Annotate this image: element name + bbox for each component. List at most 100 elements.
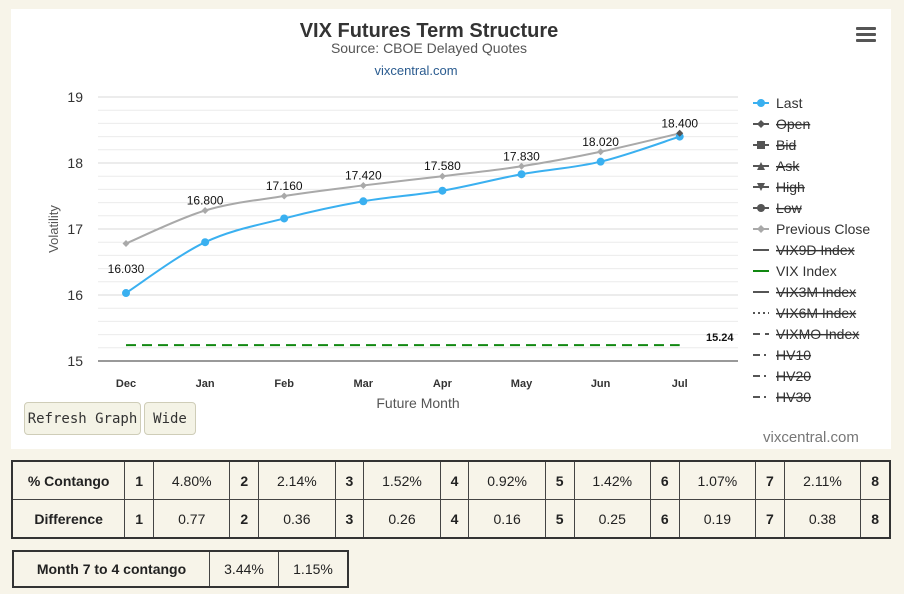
chart-panel: VIX Futures Term Structure Source: CBOE D… bbox=[11, 9, 891, 449]
legend-item[interactable]: Ask bbox=[753, 158, 800, 174]
contango-value: 2.14% bbox=[258, 460, 336, 500]
chart-menu-icon[interactable] bbox=[856, 27, 876, 43]
previous-close-point bbox=[438, 172, 446, 180]
legend-item[interactable]: VIX6M Index bbox=[753, 305, 856, 321]
x-tick-label: Feb bbox=[274, 378, 294, 390]
x-tick-label: Apr bbox=[433, 378, 453, 390]
contango-month-index: 8 bbox=[860, 499, 891, 539]
last-point bbox=[280, 214, 289, 223]
legend-circle-marker bbox=[757, 204, 765, 212]
legend-triangle-marker bbox=[757, 162, 765, 170]
last-point bbox=[517, 170, 526, 179]
legend-item[interactable]: HV30 bbox=[753, 389, 811, 405]
legend-item[interactable]: VIX3M Index bbox=[753, 284, 856, 300]
contango-value: 4.80% bbox=[153, 460, 231, 500]
last-point bbox=[359, 197, 368, 206]
previous-close-point bbox=[518, 162, 525, 170]
contango-month-index: 7 bbox=[755, 499, 785, 539]
last-data-label: 16.030 bbox=[108, 262, 145, 276]
contango-month-index: 2 bbox=[229, 499, 260, 539]
last-data-label: 17.160 bbox=[266, 179, 303, 193]
last-data-label: 18.020 bbox=[582, 135, 619, 149]
legend-item[interactable]: HV10 bbox=[753, 347, 811, 363]
legend-diamond-marker bbox=[757, 120, 765, 128]
contango-value: 0.19 bbox=[678, 499, 757, 539]
legend-item[interactable]: Last bbox=[753, 95, 803, 111]
contango-month-index: 3 bbox=[334, 460, 365, 500]
legend-circle-marker bbox=[757, 99, 765, 107]
chart-site-credit: vixcentral.com bbox=[374, 63, 457, 78]
previous-close-point bbox=[359, 181, 367, 189]
last-data-label: 18.400 bbox=[661, 116, 698, 130]
last-point bbox=[122, 289, 130, 298]
previous-close-point bbox=[122, 240, 130, 248]
last-data-label: 17.830 bbox=[503, 149, 540, 163]
contango-month-index: 7 bbox=[755, 460, 785, 500]
last-line bbox=[125, 135, 681, 294]
legend-item[interactable]: VIXMO Index bbox=[753, 326, 859, 342]
contango-value: 0.16 bbox=[468, 499, 546, 539]
x-axis-label: Future Month bbox=[376, 395, 459, 411]
contango-row: Difference 1 0.77 2 0.36 3 0.26 4 0.16 5 0.25 6 0.19… bbox=[11, 499, 891, 539]
wide-button[interactable]: Wide bbox=[144, 402, 196, 435]
contango-month-index: 3 bbox=[334, 499, 365, 539]
legend-label: Previous Close bbox=[776, 221, 870, 237]
legend-label: HV30 bbox=[776, 389, 811, 405]
last-point bbox=[201, 238, 210, 247]
x-tick-label: Jun bbox=[591, 378, 611, 390]
previous-close-point bbox=[280, 192, 288, 200]
x-tick-label: Mar bbox=[354, 378, 374, 390]
legend-item[interactable]: High bbox=[753, 179, 805, 195]
month-7-to-4-table: Month 7 to 4 contango 3.44% 1.15% bbox=[12, 550, 349, 588]
contango-month-index: 5 bbox=[544, 460, 575, 500]
legend-diamond-marker bbox=[757, 225, 765, 233]
y-axis-label: Volatility bbox=[46, 205, 61, 253]
contango-row: % Contango 1 4.80% 2 2.14% 3 1.52% 4 0.92% 5 1.42%… bbox=[11, 460, 891, 500]
contango-value: 0.26 bbox=[363, 499, 441, 539]
legend-item[interactable]: VIX Index bbox=[753, 263, 837, 279]
legend-label: VIX Index bbox=[776, 263, 837, 279]
x-tick-label: Jan bbox=[196, 378, 215, 390]
contango-value: 0.92% bbox=[468, 460, 546, 500]
chart-subtitle: Source: CBOE Delayed Quotes bbox=[331, 40, 527, 56]
month74-value-1: 3.44% bbox=[209, 550, 279, 588]
previous-close-point bbox=[201, 207, 209, 215]
contango-month-index: 1 bbox=[124, 460, 155, 500]
legend-item[interactable]: Bid bbox=[753, 137, 796, 153]
vix-index-end-label: 15.24 bbox=[706, 332, 734, 344]
contango-row-label: Difference bbox=[11, 499, 126, 539]
last-point bbox=[438, 186, 447, 195]
legend-square-marker bbox=[757, 141, 765, 149]
contango-value: 0.25 bbox=[573, 499, 651, 539]
contango-value: 0.38 bbox=[783, 499, 862, 539]
y-tick-label: 18 bbox=[67, 155, 83, 171]
legend-item[interactable]: Low bbox=[753, 200, 803, 216]
chart-title: VIX Futures Term Structure bbox=[300, 20, 559, 42]
month74-label: Month 7 to 4 contango bbox=[12, 550, 210, 588]
legend-triangle-down-marker bbox=[757, 183, 765, 191]
last-point bbox=[596, 157, 605, 166]
contango-month-index: 5 bbox=[544, 499, 575, 539]
legend-label: High bbox=[776, 179, 805, 195]
legend-label: VIX6M Index bbox=[776, 305, 856, 321]
x-tick-label: Dec bbox=[116, 378, 136, 390]
legend-label: Bid bbox=[776, 137, 796, 153]
legend-item[interactable]: HV20 bbox=[753, 368, 811, 384]
y-tick-label: 19 bbox=[67, 89, 83, 105]
last-data-label: 17.580 bbox=[424, 159, 461, 173]
contango-month-index: 1 bbox=[124, 499, 155, 539]
x-tick-label: Jul bbox=[672, 378, 688, 390]
legend-item[interactable]: VIX9D Index bbox=[753, 242, 855, 258]
refresh-graph-button[interactable]: Refresh Graph bbox=[24, 402, 141, 435]
contango-value: 2.11% bbox=[783, 460, 862, 500]
legend-label: VIX9D Index bbox=[776, 242, 855, 258]
legend-label: HV10 bbox=[776, 347, 811, 363]
contango-month-index: 4 bbox=[439, 499, 470, 539]
legend-item[interactable]: Open bbox=[753, 116, 810, 132]
legend-item[interactable]: Previous Close bbox=[753, 221, 870, 237]
contango-value: 1.52% bbox=[363, 460, 441, 500]
legend-label: HV20 bbox=[776, 368, 811, 384]
last-data-label: 16.800 bbox=[187, 194, 224, 208]
legend-label: VIXMO Index bbox=[776, 326, 859, 342]
legend-label: Low bbox=[776, 200, 803, 216]
